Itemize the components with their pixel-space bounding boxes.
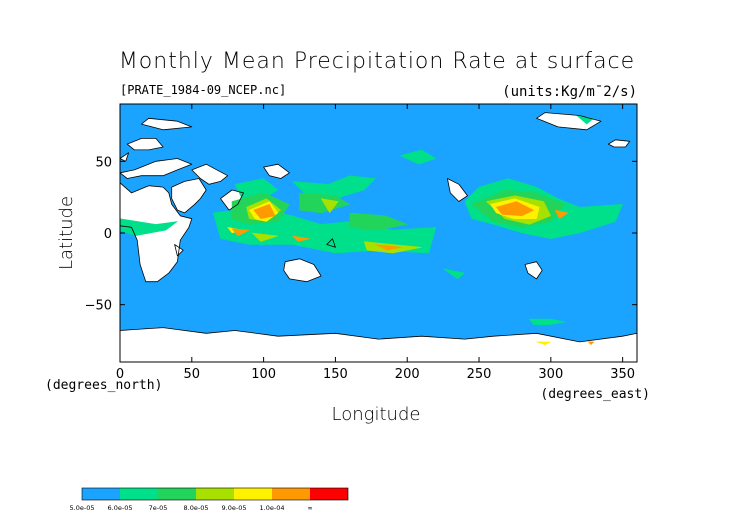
x-tick-label: 250 [467, 367, 492, 382]
coastline-8 [446, 178, 468, 202]
y-tick-label: 50 [95, 155, 112, 170]
colorbar-label: 7e-05 [149, 504, 168, 512]
y-tick-label: 0 [104, 227, 112, 242]
coastline-16 [174, 244, 184, 257]
coastline-4 [126, 137, 164, 151]
coastline-5 [220, 189, 244, 211]
x-tick-label: 150 [323, 367, 348, 382]
field-region-40 [253, 203, 276, 219]
x-tick-label: 0 [116, 367, 124, 382]
colorbar-label: 1.0e-04 [260, 504, 285, 512]
field-region-24 [528, 318, 566, 325]
x-units-label: (degrees_east) [540, 387, 650, 402]
x-axis-title: Longitude [332, 404, 421, 425]
y-axis-title: Latitude [56, 196, 77, 270]
field-region-29 [349, 212, 409, 231]
colorbar-swatch [310, 488, 348, 500]
coastline-9 [607, 139, 631, 148]
x-tick-label: 350 [610, 367, 635, 382]
colorbar-swatch [234, 488, 272, 500]
field-region-45 [554, 209, 569, 220]
field-region-35 [251, 232, 279, 242]
field-region-43 [291, 235, 310, 242]
coastline-12 [536, 112, 602, 131]
colorbar-frame [81, 487, 349, 501]
colorbar-swatch [196, 488, 234, 500]
file-label: [PRATE_1984-09_NCEP.nc] [120, 83, 286, 97]
colorbar-swatch [82, 488, 120, 500]
coastline-2 [191, 163, 229, 185]
x-tick-label: 50 [184, 367, 201, 382]
coastline-15 [326, 238, 336, 248]
coastline-13 [141, 117, 193, 131]
precipitation-field [120, 104, 637, 362]
x-tick-label: 200 [395, 367, 420, 382]
field-region-46 [587, 341, 595, 346]
coastlines [120, 112, 637, 362]
colorbar-swatch [120, 488, 158, 500]
colorbar-swatch [272, 488, 310, 500]
coastline-7 [283, 258, 322, 283]
field-region-42 [231, 228, 251, 237]
y-axis: 50 0 −50 [85, 155, 637, 314]
chart-title: Monthly Mean Precipitation Rate at surfa… [119, 49, 635, 74]
field-region-39 [536, 341, 551, 346]
coastline-1 [171, 178, 207, 214]
y-tick-label: −50 [85, 299, 112, 314]
colorbar: 5.0e-05 6.0e-05 7e-05 8.0e-05 9.0e-05 1.0e-04… [70, 487, 349, 512]
x-tick-label: 300 [538, 367, 563, 382]
coastline-3 [120, 158, 193, 179]
colorbar-label: 5.0e-05 [70, 504, 95, 512]
x-axis: 0 50 100 150 200 250 300 350 [116, 104, 635, 382]
colorbar-label: 9.0e-05 [222, 504, 247, 512]
field-region-18 [120, 218, 179, 237]
field-region-44 [375, 244, 402, 251]
coastline-6 [263, 163, 290, 179]
field-region-41 [495, 201, 535, 217]
field-region-26 [442, 268, 466, 280]
colorbar-label: 8.0e-05 [184, 504, 209, 512]
field-region-22 [399, 149, 437, 165]
colorbar-label: 6.0e-05 [108, 504, 133, 512]
coastline-0 [120, 182, 193, 283]
colorbar-swatch [158, 488, 196, 500]
field-region-32 [320, 198, 339, 214]
coastline-14 [120, 152, 130, 162]
x-tick-label: 100 [251, 367, 276, 382]
y-units-label: (degrees_north) [45, 378, 162, 393]
coastline-10 [524, 261, 543, 280]
coastline-11 [120, 327, 637, 362]
units-label: (units:Kg/m¯2/s) [502, 84, 637, 100]
colorbar-label: ∞ [307, 504, 312, 512]
field-region-20 [234, 178, 279, 199]
